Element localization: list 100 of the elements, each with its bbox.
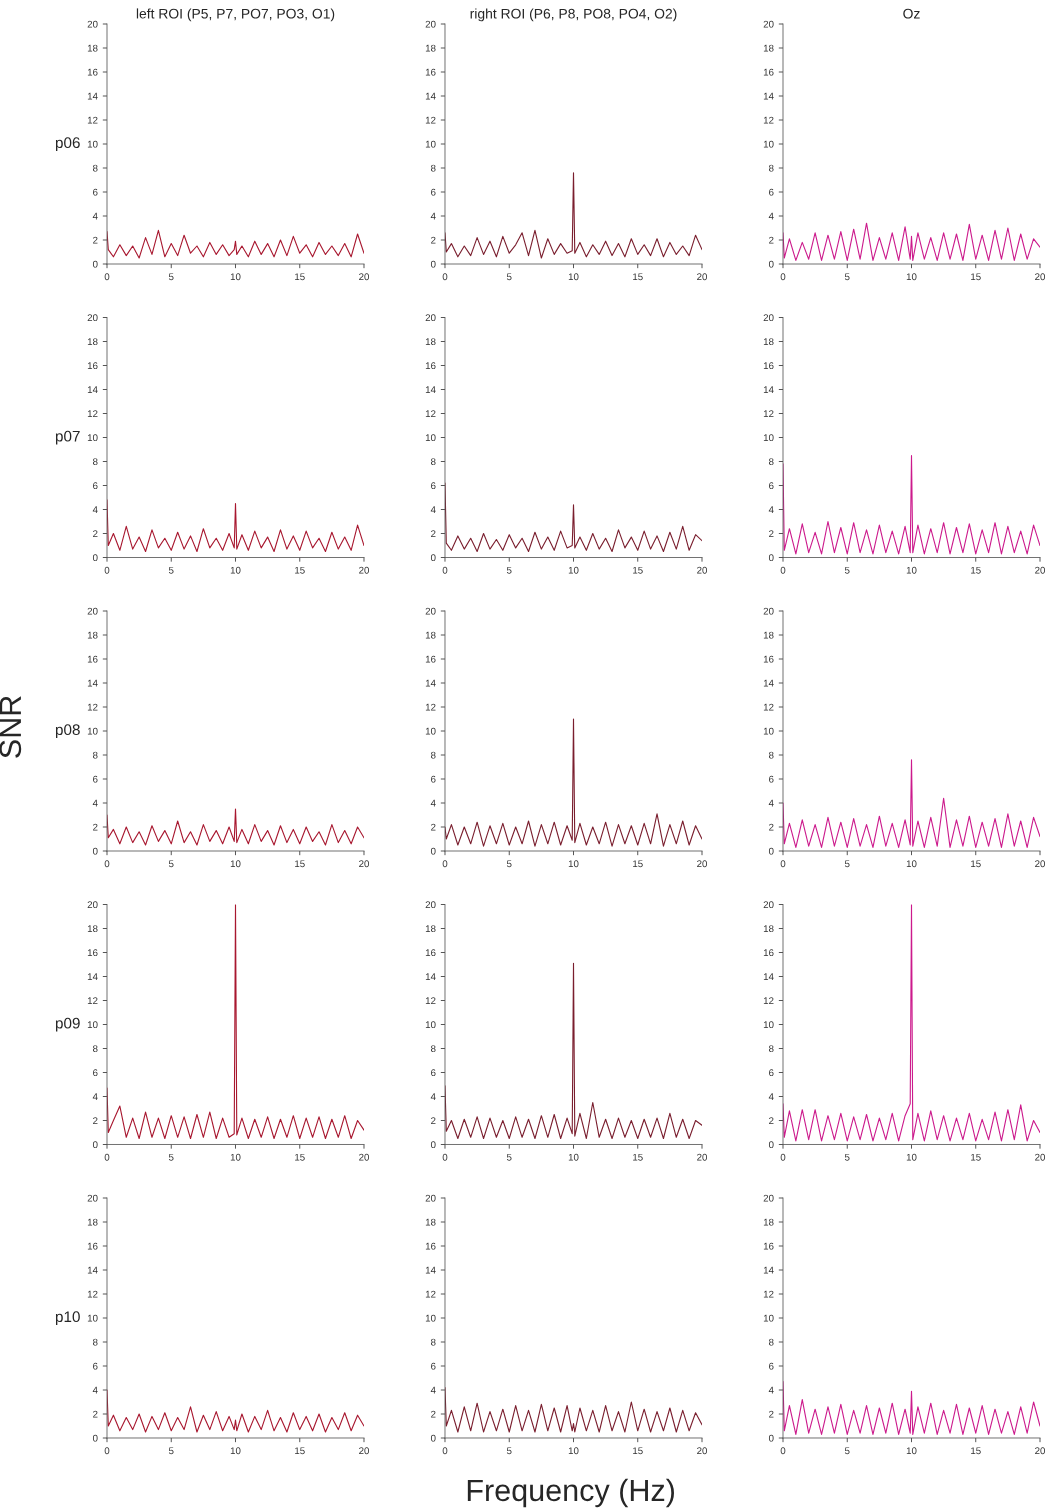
y-tick-label: 8 [430,751,436,759]
y-tick-label: 12 [87,997,98,1005]
y-tick-label: 16 [87,362,98,370]
line-series [107,229,364,259]
y-tick-label: 12 [763,1290,774,1298]
y-tick-label: 0 [768,260,774,268]
x-tick-label: 0 [104,860,110,868]
x-tick-label: 0 [780,1447,786,1455]
y-tick-label: 6 [431,482,436,490]
x-tick-label: 15 [633,1447,643,1455]
y-tick-label: 14 [425,92,436,100]
x-tick-label: 5 [844,566,850,574]
y-tick-label: 6 [769,482,774,490]
y-tick-label: 12 [87,1290,98,1298]
y-tick-label: 14 [87,679,98,687]
y-tick-label: 6 [769,188,774,196]
y-tick-label: 18 [763,338,774,346]
x-tick-label: 20 [359,1153,370,1161]
line-series [107,808,364,846]
x-tick-label: 20 [359,566,370,574]
line-series [783,759,1040,848]
y-tick-label: 14 [87,386,98,394]
y-tick-label: 8 [430,1338,436,1346]
y-tick-label: 0 [768,847,774,855]
y-tick-label: 2 [431,823,436,831]
x-tick-label: 0 [442,566,448,574]
y-tick-label: 10 [763,434,774,442]
y-tick-label: 12 [763,410,774,418]
y-tick-label: 2 [93,823,98,831]
y-tick-label: 0 [92,1141,98,1149]
y-tick-label: 14 [87,973,98,981]
y-tick-label: 18 [425,44,436,52]
y-tick-label: 10 [763,727,774,735]
y-tick-label: 0 [430,260,436,268]
x-tick-label: 5 [168,1447,174,1455]
x-tick-label: 20 [697,1447,708,1455]
x-tick-label: 20 [697,860,708,868]
y-tick-label: 20 [763,314,774,322]
x-tick-label: 10 [906,860,917,868]
x-tick-label: 15 [633,860,643,868]
y-tick-label: 4 [768,506,774,514]
y-tick-label: 2 [93,530,98,538]
y-tick-label: 10 [763,1021,774,1029]
y-tick-label: 20 [87,1194,98,1202]
y-tick-label: 8 [430,1045,436,1053]
x-tick-label: 10 [906,1447,917,1455]
y-tick-label: 8 [92,164,98,172]
x-tick-label: 10 [230,860,241,868]
x-tick-label: 15 [633,566,643,574]
y-tick-label: 2 [431,236,436,244]
y-axis-title: p10 [55,1311,80,1326]
y-tick-label: 4 [430,1093,436,1101]
y-tick-label: 4 [92,1093,98,1101]
x-tick-label: 5 [506,860,512,868]
y-tick-label: 6 [431,1069,436,1077]
y-tick-label: 16 [425,362,436,370]
x-tick-label: 10 [568,566,579,574]
y-tick-label: 0 [430,554,436,562]
x-tick-label: 5 [506,1153,512,1161]
y-tick-label: 10 [87,1314,98,1322]
y-tick-label: 16 [763,655,774,663]
x-tick-label: 0 [442,860,448,868]
y-tick-label: 2 [93,236,98,244]
y-tick-label: 6 [769,1362,774,1370]
y-tick-label: 8 [768,164,774,172]
y-tick-label: 10 [763,140,774,148]
y-tick-label: 16 [425,1242,436,1250]
x-tick-label: 10 [906,273,917,281]
x-tick-label: 5 [168,860,174,868]
x-tick-label: 0 [780,860,786,868]
y-tick-label: 4 [768,212,774,220]
y-tick-label: 12 [763,703,774,711]
x-tick-label: 20 [697,273,708,281]
y-tick-label: 16 [763,1242,774,1250]
y-tick-label: 12 [425,1290,436,1298]
y-tick-label: 18 [87,631,98,639]
y-tick-label: 6 [431,1362,436,1370]
y-tick-label: 4 [430,506,436,514]
x-tick-label: 15 [295,1153,305,1161]
y-tick-label: 16 [87,949,98,957]
chart-title: right ROI (P6, P8, PO8, PO4, O2) [470,8,677,22]
y-tick-label: 18 [87,44,98,52]
y-tick-label: 10 [87,140,98,148]
y-tick-label: 0 [430,1434,436,1442]
y-tick-label: 6 [93,775,98,783]
y-tick-label: 6 [769,775,774,783]
x-tick-label: 10 [230,273,241,281]
y-tick-label: 2 [769,236,774,244]
y-tick-label: 14 [425,386,436,394]
y-tick-label: 18 [87,1218,98,1226]
x-tick-label: 10 [568,1447,579,1455]
y-tick-label: 0 [768,554,774,562]
x-tick-label: 0 [104,566,110,574]
y-tick-label: 8 [768,1045,774,1053]
y-tick-label: 10 [763,1314,774,1322]
y-tick-label: 16 [87,1242,98,1250]
y-tick-label: 20 [87,901,98,909]
y-tick-label: 4 [92,799,98,807]
y-tick-label: 18 [425,338,436,346]
x-tick-label: 15 [295,273,305,281]
